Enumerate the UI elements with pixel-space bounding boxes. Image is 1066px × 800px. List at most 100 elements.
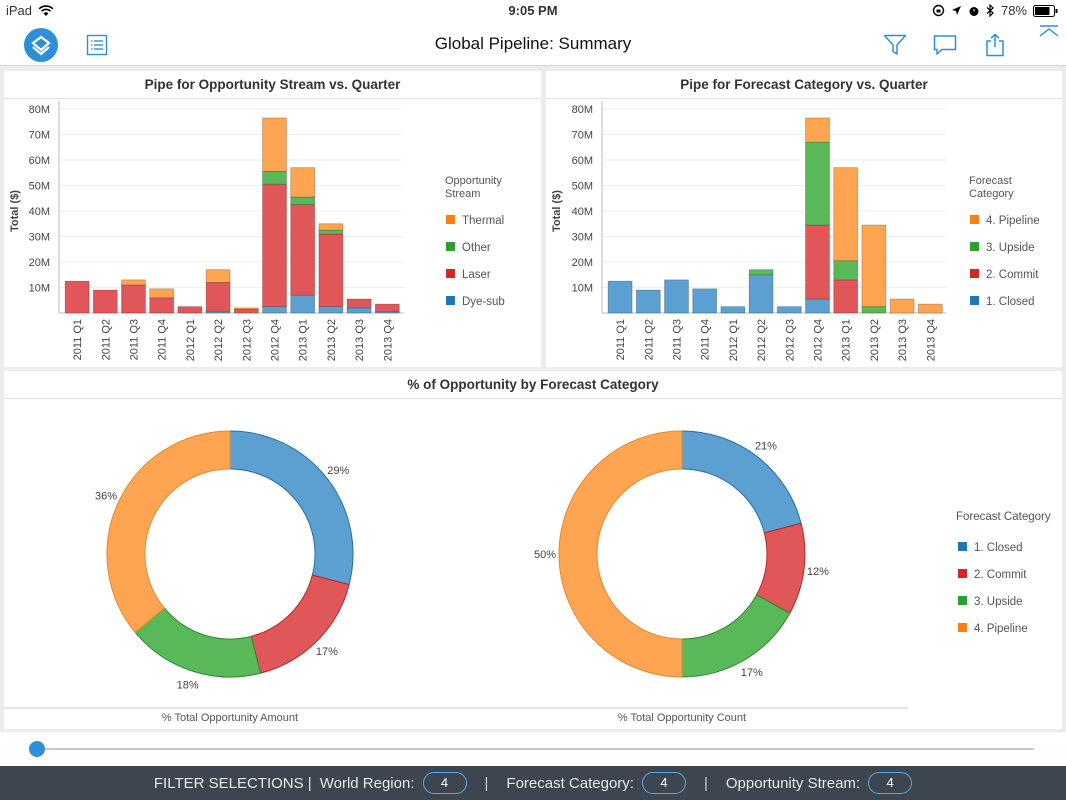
location-icon (951, 6, 961, 15)
filter-button[interactable] (878, 28, 912, 62)
x-tick-label: 2013 Q1 (841, 319, 853, 361)
collapse-button[interactable] (1032, 22, 1066, 42)
y-tick-label: 30M (29, 232, 50, 244)
page-title: Global Pipeline: Summary (434, 34, 632, 53)
y-tick-label: 20M (29, 257, 50, 269)
app-logo-button[interactable] (24, 28, 58, 62)
legend-swatch (446, 296, 455, 305)
stream-chart-panel: Pipe for Opportunity Stream vs. Quarter … (4, 71, 541, 367)
x-tick-label: 2012 Q2 (756, 319, 768, 361)
bar-other (262, 171, 287, 185)
share-button[interactable] (978, 28, 1012, 62)
bar-dye-sub (205, 311, 231, 314)
bar-pipeline (833, 167, 859, 262)
world-region-label: World Region: (319, 774, 415, 792)
bar-pipeline (889, 298, 915, 314)
donut-caption: % Total Opportunity Amount (162, 712, 298, 724)
legend-label: Thermal (462, 215, 504, 227)
x-tick-label: 2011 Q1 (72, 319, 84, 360)
bar-closed (607, 280, 633, 314)
legend-label: Other (462, 242, 491, 254)
x-tick-label: 2011 Q2 (100, 319, 112, 360)
bluetooth-icon (986, 4, 994, 17)
donut-slice-closed (681, 430, 802, 534)
y-tick-label: 50M (29, 181, 50, 193)
bar-laser (346, 298, 372, 309)
bar-laser (64, 280, 90, 314)
scroll-slider[interactable] (0, 732, 1066, 766)
legend-swatch (958, 596, 967, 605)
bar-dye-sub (262, 306, 287, 314)
bar-closed (720, 306, 746, 314)
bar-closed (805, 298, 830, 314)
y-tick-label: 10M (572, 283, 593, 295)
comment-button[interactable] (928, 28, 962, 62)
bar-commit (833, 279, 859, 314)
donut-value-label: 17% (316, 646, 338, 658)
status-time: 9:05 PM (508, 3, 558, 18)
battery-icon (1033, 4, 1058, 17)
y-axis-label: Total ($) (9, 190, 21, 232)
bar-closed (748, 274, 774, 314)
legend-label: 2. Commit (986, 269, 1039, 281)
opportunity-stream-label: Opportunity Stream: (725, 774, 861, 792)
donut-charts: 29% 17% 18% 36% % Total Opportunity Amount 21… (4, 430, 1051, 724)
x-tick-label: 2013 Q3 (897, 319, 909, 361)
donut-slice-pipeline (106, 430, 231, 634)
bar-laser (318, 233, 344, 308)
stream-bar-chart: 10M 20M 30M 40M 50M 60M 70M 80M Total ($) 2011 Q1… (9, 101, 505, 361)
bar-laser (177, 306, 203, 314)
legend-swatch (958, 569, 967, 578)
legend-label: Dye-sub (462, 296, 505, 308)
legend-title: Stream (445, 188, 480, 200)
x-tick-label: 2011 Q2 (643, 319, 655, 360)
bar-thermal (121, 279, 146, 286)
opportunity-stream-count[interactable]: 4 (868, 772, 913, 794)
x-tick-label: 2012 Q3 (241, 319, 253, 361)
legend-swatch (446, 215, 455, 224)
donut-slice-closed (229, 430, 354, 586)
bar-laser (290, 204, 316, 296)
list-button[interactable] (80, 28, 114, 62)
x-tick-label: 2012 Q1 (728, 319, 740, 361)
donut-value-label: 21% (755, 441, 777, 453)
legend-label: 3. Upside (986, 242, 1035, 254)
bar-upside (833, 260, 859, 281)
app-header: Global Pipeline: Summary (0, 22, 1066, 66)
x-tick-label: 2013 Q1 (298, 319, 310, 361)
bar-closed (635, 289, 661, 314)
world-region-count[interactable]: 4 (422, 772, 467, 794)
donut-slice-upside (134, 607, 262, 678)
bar-pipeline (861, 224, 887, 308)
legend-swatch (970, 269, 979, 278)
x-tick-label: 2011 Q4 (157, 319, 169, 360)
y-tick-label: 70M (29, 130, 50, 142)
donut-slice-upside (681, 594, 791, 678)
filter-divider: | (703, 774, 708, 792)
bar-laser (121, 284, 146, 314)
bar-laser (92, 289, 118, 314)
bar-commit (805, 224, 830, 300)
battery-percent: 78% (1000, 3, 1027, 18)
alarm-icon (969, 6, 979, 16)
collapse-icon (1039, 25, 1059, 37)
bar-other (290, 196, 316, 206)
donut-slice-pipeline (558, 430, 683, 678)
x-tick-label: 2012 Q4 (270, 319, 282, 361)
bar-thermal (233, 307, 259, 310)
list-icon (86, 34, 108, 56)
legend-swatch (958, 623, 967, 632)
legend-label: 3. Upside (974, 596, 1023, 608)
donut-value-label: 29% (327, 465, 349, 477)
stream-chart-title: Pipe for Opportunity Stream vs. Quarter (4, 71, 541, 99)
legend-swatch (446, 269, 455, 278)
orientation-lock-icon (932, 4, 945, 17)
forecast-category-count[interactable]: 4 (641, 772, 686, 794)
slider-thumb[interactable] (29, 741, 45, 757)
slider-track[interactable] (36, 748, 1034, 750)
bar-dye-sub (290, 294, 316, 314)
x-tick-label: 2013 Q2 (869, 319, 881, 361)
x-tick-label: 2011 Q1 (615, 319, 627, 360)
percent-chart-title: % of Opportunity by Forecast Category (4, 371, 1062, 399)
y-tick-label: 20M (572, 257, 593, 269)
